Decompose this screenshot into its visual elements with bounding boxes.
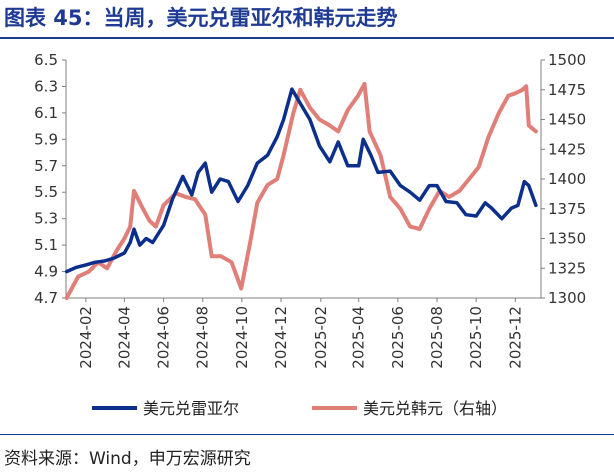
right-tick-label: 1425 — [548, 140, 586, 158]
left-tick-label: 6.5 — [34, 51, 58, 69]
right-tick-label: 1500 — [548, 51, 586, 69]
series-line-brl — [64, 87, 538, 274]
right-tick-label: 1475 — [548, 81, 586, 99]
right-axis-ticks: 1300 1325 1350 1375 1400 1425 1450 1475 1500 — [541, 51, 586, 307]
legend: 美元兑雷亚尔 美元兑韩元（右轴） — [92, 399, 507, 418]
left-tick-label: 5.5 — [34, 183, 58, 201]
right-tick-label: 1450 — [548, 111, 586, 129]
x-tick-label: 2024-10 — [233, 306, 251, 369]
left-tick-label: 5.7 — [34, 157, 58, 175]
x-tick-label: 2024-12 — [272, 306, 290, 369]
source-note: 资料来源：Wind，申万宏源研究 — [4, 449, 251, 469]
left-tick-label: 4.9 — [34, 263, 58, 281]
left-tick-label: 5.1 — [34, 236, 58, 254]
x-tick-label: 2024-02 — [77, 306, 95, 369]
x-tick-label: 2024-04 — [115, 306, 133, 369]
right-tick-label: 1300 — [548, 289, 586, 307]
left-tick-label: 4.7 — [34, 289, 58, 307]
right-tick-label: 1350 — [548, 230, 586, 248]
series-line-krw — [64, 81, 538, 300]
chart: 4.74.95.15.35.55.75.96.16.36.5 130013251… — [34, 51, 586, 418]
right-tick-label: 1325 — [548, 259, 586, 277]
x-tick-label: 2024-08 — [194, 306, 212, 369]
x-tick-label: 2025-04 — [350, 306, 368, 369]
right-tick-label: 1400 — [548, 170, 586, 188]
left-tick-label: 5.3 — [34, 210, 58, 228]
left-tick-label: 6.3 — [34, 77, 58, 95]
x-tick-label: 2025-06 — [389, 306, 407, 369]
x-axis-ticks: 2024-02 2024-04 2024-06 2024-08 2024-10 2024-… — [77, 298, 524, 369]
x-tick-label: 2025-10 — [467, 306, 485, 369]
x-tick-label: 2025-02 — [312, 306, 330, 369]
legend-label-brl: 美元兑雷亚尔 — [143, 399, 239, 418]
legend-label-krw: 美元兑韩元（右轴） — [363, 399, 507, 418]
x-tick-label: 2024-06 — [155, 306, 173, 369]
series-layer — [64, 81, 538, 300]
left-tick-label: 6.1 — [34, 104, 58, 122]
x-tick-label: 2025-08 — [428, 306, 446, 369]
left-tick-label: 5.9 — [34, 130, 58, 148]
x-tick-label: 2025-12 — [506, 306, 524, 369]
right-tick-label: 1375 — [548, 200, 586, 218]
source-rule — [0, 434, 614, 435]
chart-title: 图表 45：当周，美元兑雷亚尔和韩元走势 — [4, 6, 398, 30]
title-rule — [0, 37, 614, 39]
left-axis-ticks: 4.7 4.9 5.1 5.3 5.5 5.7 5.9 6.1 6.3 6.5 — [34, 51, 66, 307]
